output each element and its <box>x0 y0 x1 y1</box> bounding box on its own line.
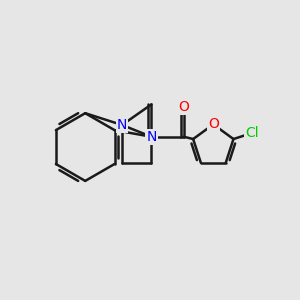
Text: O: O <box>208 117 219 131</box>
Text: N: N <box>117 118 127 132</box>
Text: Cl: Cl <box>245 126 259 140</box>
Text: O: O <box>178 100 189 114</box>
Text: N: N <box>146 130 157 144</box>
